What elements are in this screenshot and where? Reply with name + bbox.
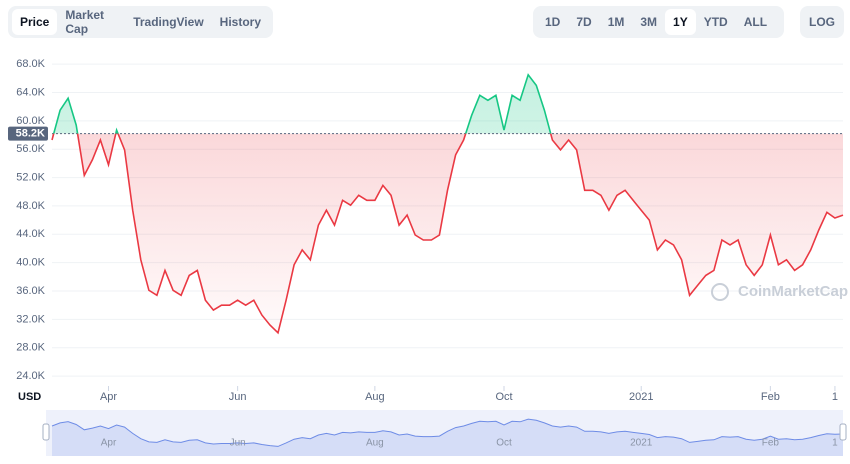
tab-group: Price Market Cap TradingView History <box>8 6 273 38</box>
range-button[interactable]: 7D <box>576 15 592 29</box>
navigator-tick-label: 1 <box>832 438 838 449</box>
navigator-handle[interactable] <box>42 423 50 441</box>
log-group: LOG <box>800 6 844 38</box>
reference-label-bg <box>8 126 48 141</box>
price-line-down <box>51 133 844 335</box>
range-button[interactable]: 3M <box>640 15 658 29</box>
x-tick-label: Aug <box>365 391 385 403</box>
y-tick-label: 48.0K <box>16 200 45 212</box>
navigator-tick-label: 2021 <box>630 438 653 449</box>
tab[interactable]: History <box>219 15 261 29</box>
navigator-tick-label: Feb <box>762 438 780 449</box>
watermark-logo <box>711 283 729 301</box>
y-tick-label: 32.0K <box>16 313 45 325</box>
x-tick-label: Apr <box>100 391 117 403</box>
x-tick-label: Jun <box>229 391 247 403</box>
y-tick-label: 52.0K <box>16 171 45 183</box>
y-tick-label: 40.0K <box>16 257 45 269</box>
tab[interactable]: TradingView <box>133 15 204 29</box>
y-tick-label: 24.0K <box>16 370 45 382</box>
x-tick-label: Feb <box>761 391 780 403</box>
navigator-handle[interactable] <box>839 423 847 441</box>
navigator-line <box>51 418 844 447</box>
price-line-up <box>52 73 552 134</box>
tab[interactable]: Price <box>12 9 58 35</box>
tab[interactable]: Market Cap <box>65 8 105 36</box>
navigator-tick-label: Aug <box>366 438 384 449</box>
currency-label: USD <box>18 391 41 403</box>
area-up <box>52 74 843 134</box>
y-tick-label: 36.0K <box>16 285 45 297</box>
x-tick-label: Oct <box>495 391 512 403</box>
range-button[interactable]: 1Y <box>665 9 696 35</box>
y-tick-label: 60.0K <box>16 115 45 127</box>
y-tick-label: 56.0K <box>16 143 45 155</box>
log-button[interactable]: LOG <box>809 15 835 29</box>
watermark: CoinMarketCap <box>738 283 848 300</box>
area-down <box>52 133 843 333</box>
range-group: 1D 7D 1M 3M 1Y YTD ALL <box>533 6 784 38</box>
y-tick-label: 68.0K <box>16 58 45 70</box>
navigator-tick-label: Jun <box>230 438 246 449</box>
range-button[interactable]: YTD <box>703 15 728 29</box>
range-button[interactable]: 1M <box>607 15 625 29</box>
x-tick-label: 2021 <box>629 391 653 403</box>
y-tick-label: 64.0K <box>16 86 45 98</box>
y-tick-label: 28.0K <box>16 342 45 354</box>
reference-label: 58.2K <box>16 128 45 140</box>
range-button[interactable]: ALL <box>743 15 768 29</box>
navigator-area <box>52 419 843 456</box>
x-tick-label: 1 <box>832 391 838 403</box>
range-button[interactable]: 1D <box>545 15 561 29</box>
navigator-tick-label: Oct <box>496 438 512 449</box>
navigator-tick-label: Apr <box>101 438 117 449</box>
y-tick-label: 44.0K <box>16 228 45 240</box>
navigator <box>46 410 843 456</box>
